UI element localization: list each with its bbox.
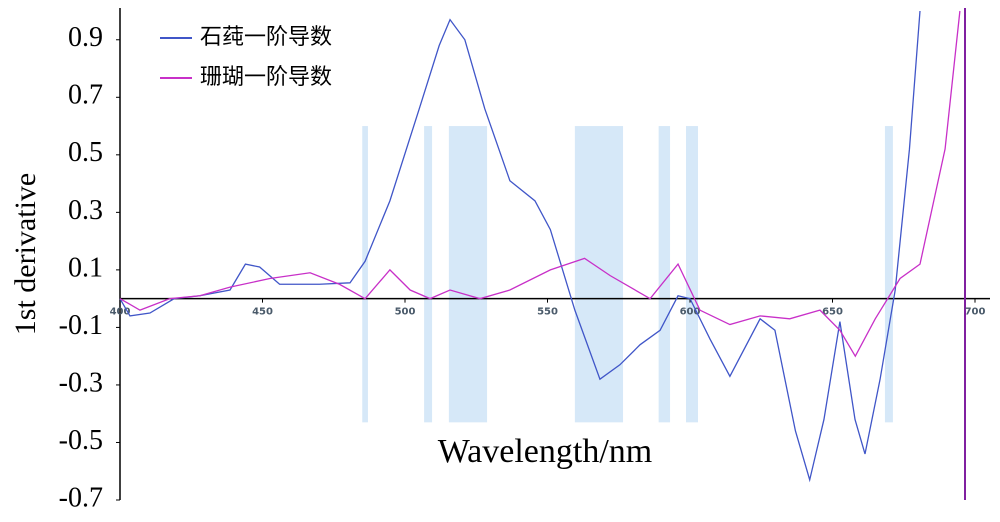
y-tick-label: 0.9 (68, 22, 103, 53)
highlight-band (658, 126, 671, 423)
highlight-band (448, 126, 488, 423)
highlight-band (884, 126, 893, 423)
x-tick-label: 650 (822, 307, 843, 318)
y-tick-label: -0.7 (59, 482, 103, 513)
series-line (119, 10, 921, 483)
x-tick-label: 550 (537, 307, 558, 318)
highlight-band (362, 126, 368, 423)
highlight-band (686, 126, 698, 423)
y-tick-label: -0.3 (59, 367, 103, 398)
y-axis-label: 1st derivative (9, 173, 42, 335)
highlight-band (424, 126, 433, 423)
x-axis-label: Wavelength/nm (438, 433, 652, 470)
legend-label: 石莼一阶导数 (200, 25, 332, 50)
x-tick-label: 450 (252, 307, 273, 318)
x-tick-label: 400 (110, 307, 131, 318)
legend-label: 珊瑚一阶导数 (200, 65, 332, 90)
series-line (119, 10, 961, 358)
x-tick-label: 700 (965, 307, 986, 318)
plot (116, 8, 990, 501)
y-tick-label: 0.5 (68, 137, 103, 168)
y-tick-label: 0.7 (68, 80, 103, 111)
y-tick-label: -0.1 (59, 310, 103, 341)
x-tick-label: 600 (680, 307, 701, 318)
highlight-band (574, 126, 624, 423)
y-tick-label: 0.3 (68, 195, 103, 226)
y-tick-label: 0.1 (68, 252, 103, 283)
y-tick-label: -0.5 (59, 425, 103, 456)
x-tick-label: 500 (395, 307, 416, 318)
